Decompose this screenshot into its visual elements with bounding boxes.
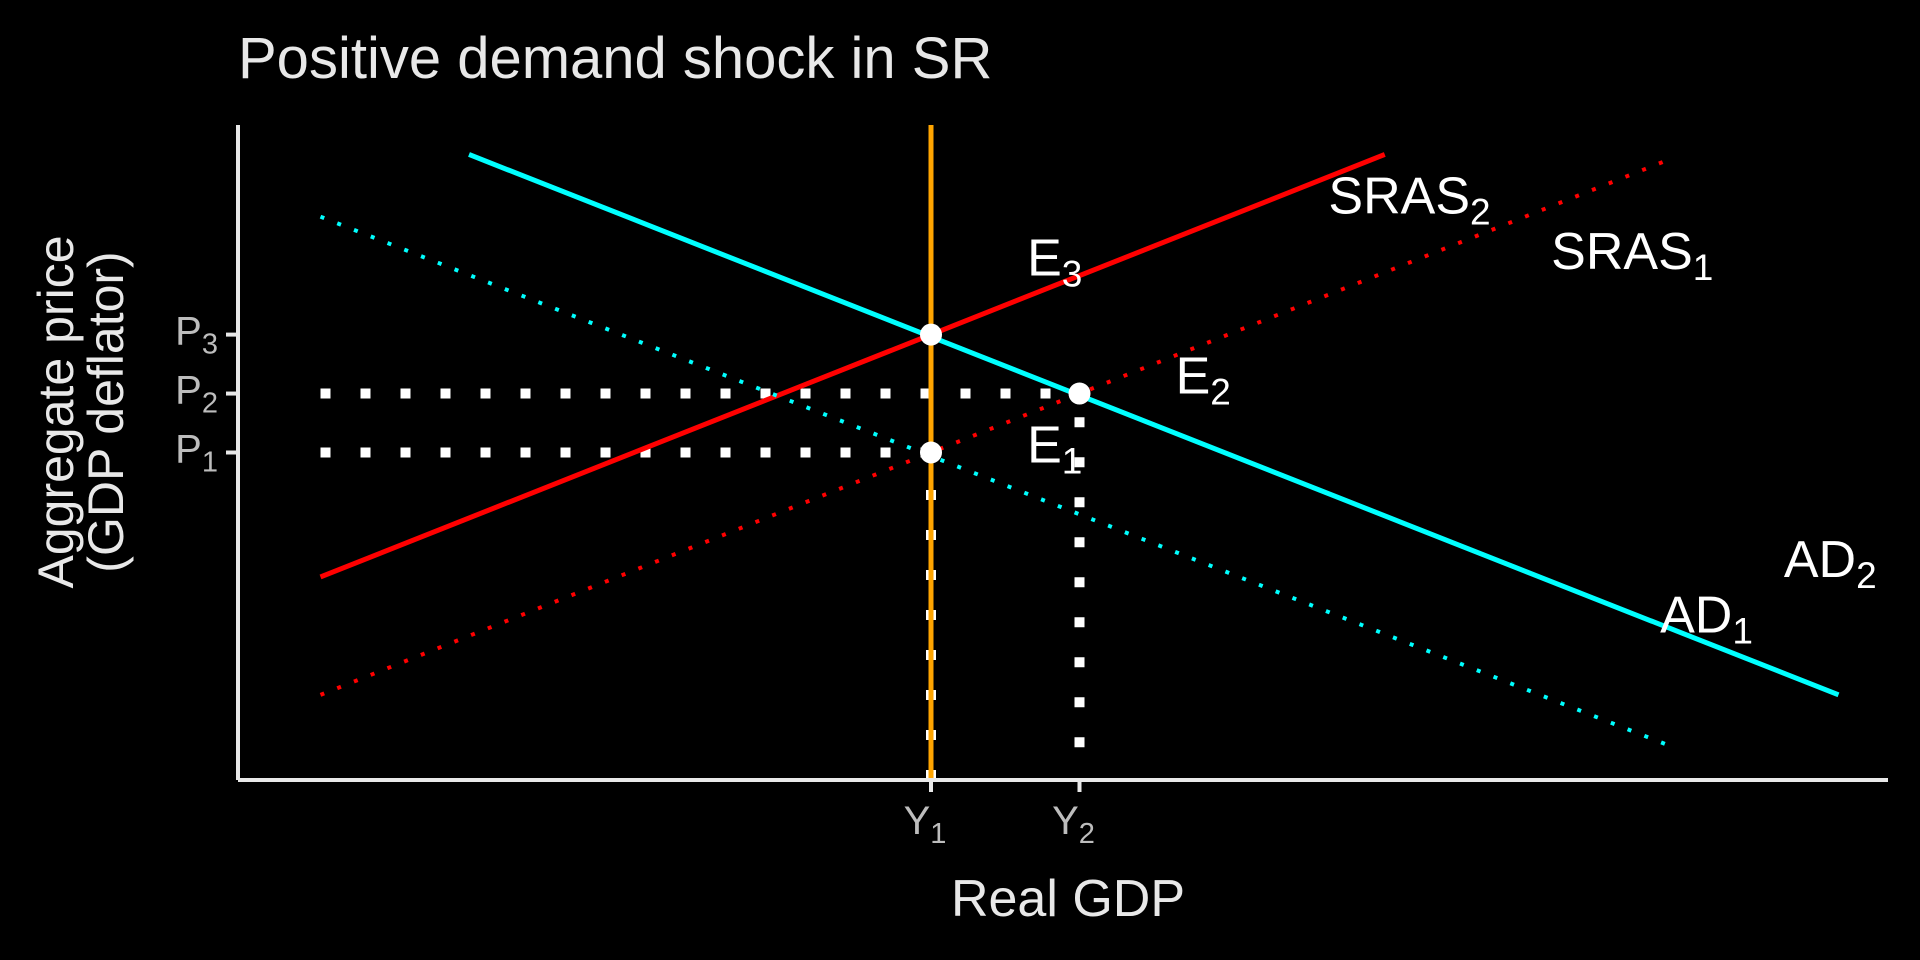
y-axis-label-line1: Aggregate price (28, 235, 84, 588)
point-e1-label-base: E (1027, 416, 1062, 474)
x-tick-label-1-base: Y (904, 799, 931, 843)
y-tick-label-2-subscript: 2 (202, 388, 218, 420)
point-e3-label-subscript: 3 (1062, 254, 1083, 295)
x-tick-label-2: Y2 (1052, 799, 1095, 850)
point-e2 (1068, 382, 1091, 405)
point-e1 (920, 441, 942, 464)
curve-sras2-label-base: SRAS (1328, 167, 1470, 225)
point-e3-label: E3 (1027, 230, 1082, 295)
x-axis-label: Real GDP (951, 870, 1185, 928)
x-tick-label-1: Y1 (904, 799, 947, 850)
point-e2-label-subscript: 2 (1210, 372, 1231, 413)
curve-ad2-label-base: AD (1784, 531, 1856, 589)
point-e2-label-base: E (1176, 348, 1211, 406)
curve-sras1 (319, 155, 1675, 697)
y-tick-label-2-base: P (175, 369, 202, 413)
chart-title: Positive demand shock in SR (238, 26, 992, 91)
curve-ad2 (468, 152, 1840, 698)
y-tick-label-1: P1 (175, 428, 218, 479)
point-e2-label: E2 (1176, 348, 1231, 413)
x-tick-label-2-subscript: 2 (1079, 818, 1095, 850)
y-axis-label-line2: (GDP deflator) (78, 251, 134, 572)
point-e1-label: E1 (1027, 416, 1082, 481)
point-e3-label-base: E (1027, 230, 1062, 288)
guide-lines (320, 388, 1085, 780)
y-tick-label-3: P3 (175, 310, 218, 361)
curve-ad1 (319, 214, 1675, 750)
x-tick-label-2-base: Y (1052, 799, 1079, 843)
curve-sras2 (319, 152, 1386, 580)
curve-sras2-label-subscript: 2 (1470, 191, 1491, 232)
y-tick-label-1-base: P (175, 428, 202, 472)
y-tick-label-3-subscript: 3 (202, 329, 218, 361)
curve-ad2-label-subscript: 2 (1856, 555, 1877, 596)
curve-sras2-label: SRAS2 (1328, 167, 1490, 232)
y-axis-label: Aggregate price (GDP deflator) (28, 235, 134, 588)
curve-ad1-label-base: AD (1660, 587, 1732, 645)
curve-sras1-label-subscript: 1 (1693, 247, 1714, 288)
curve-ad1-label: AD1 (1660, 587, 1753, 652)
point-e1-label-subscript: 1 (1062, 440, 1083, 481)
y-tick-label-3-base: P (175, 310, 202, 354)
point-e3 (920, 323, 942, 346)
curve-sras1-label-base: SRAS (1551, 223, 1693, 281)
curve-ad1-label-subscript: 1 (1732, 611, 1753, 652)
y-tick-label-1-subscript: 1 (202, 447, 218, 479)
curve-ad2-label: AD2 (1784, 531, 1877, 596)
curve-sras1-label: SRAS1 (1551, 223, 1713, 288)
equilibrium-points (920, 323, 1091, 464)
x-tick-label-1-subscript: 1 (930, 818, 946, 850)
y-tick-label-2: P2 (175, 369, 218, 420)
